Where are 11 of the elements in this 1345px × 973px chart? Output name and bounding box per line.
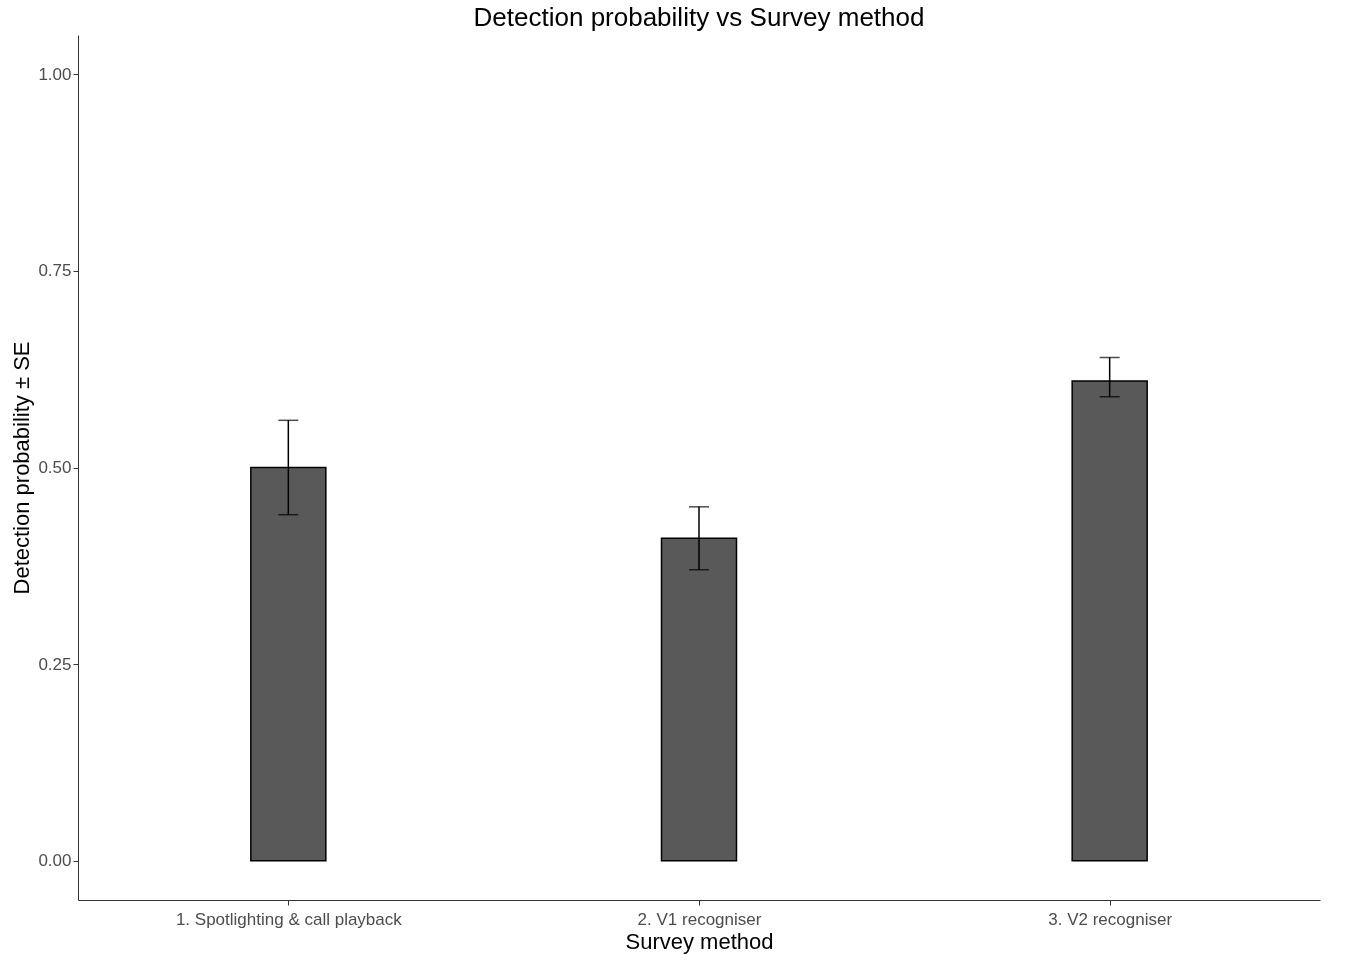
y-tick-label: 0.50 bbox=[38, 458, 72, 477]
x-tick-label: 1. Spotlighting & call playback bbox=[175, 909, 403, 929]
y-tick-label: 0.00 bbox=[38, 851, 72, 871]
y-tick-label: 0.75 bbox=[38, 261, 72, 281]
x-tick-label: 3. V2 recogniser bbox=[1048, 909, 1173, 929]
x-axis-title: Survey method bbox=[625, 928, 774, 954]
chart-title: Detection probability vs Survey method bbox=[473, 2, 925, 32]
y-tick-label: 1.00 bbox=[38, 64, 72, 84]
x-tick-label: 2. V1 recogniser bbox=[637, 909, 762, 929]
y-tick-label: 0.25 bbox=[38, 654, 72, 674]
y-axis-title: Detection probability ± SE bbox=[9, 341, 35, 595]
